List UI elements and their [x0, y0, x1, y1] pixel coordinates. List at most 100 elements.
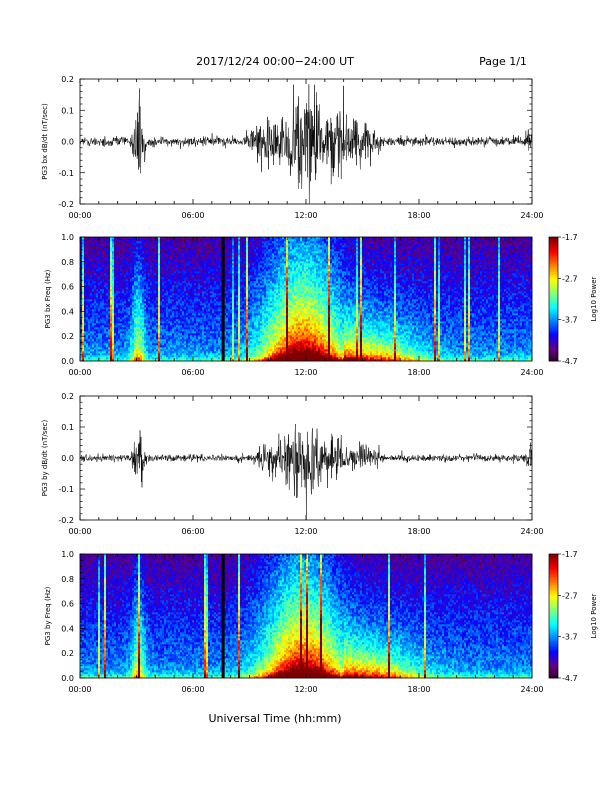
spectrogram-cell	[110, 241, 112, 243]
spectrogram-cell	[100, 353, 102, 355]
spectrogram-cell	[100, 243, 102, 245]
spectrogram-cell	[116, 307, 118, 309]
spectrogram-cell	[100, 343, 102, 345]
spectrogram-cell	[106, 347, 108, 349]
spectrogram-cell	[94, 261, 96, 263]
spectrogram-cell	[106, 295, 108, 297]
spectrogram-cell	[106, 255, 108, 257]
spectrogram-cell	[98, 313, 100, 315]
spectrogram-cell	[108, 311, 110, 313]
spectrogram-cell	[94, 241, 96, 243]
spectrogram-cell	[84, 267, 86, 269]
spectrogram-cell	[104, 249, 106, 251]
spectrogram-cell	[102, 293, 104, 295]
spectrogram-cell	[86, 283, 88, 285]
spectrogram-cell	[84, 297, 86, 299]
spectrogram-cell	[82, 301, 84, 303]
spectrogram-cell	[94, 293, 96, 295]
spectrogram-cell	[108, 351, 110, 353]
spectrogram-cell	[112, 333, 114, 335]
spectrogram-cell	[114, 353, 116, 355]
spectrogram-cell	[114, 245, 116, 247]
spectrogram-cell	[98, 271, 100, 273]
spectrogram-cell	[106, 243, 108, 245]
spectrogram-cell	[86, 287, 88, 289]
spectrogram-cell	[82, 331, 84, 333]
spectrogram-cell	[112, 277, 114, 279]
spectrogram-cell	[118, 357, 120, 359]
spectrogram-cell	[116, 343, 118, 345]
spectrogram-cell	[100, 341, 102, 343]
spectrogram-cell	[90, 327, 92, 329]
spectrogram-cell	[84, 281, 86, 283]
spectrogram-cell	[120, 281, 122, 283]
spectrogram-cell	[98, 343, 100, 345]
spectrogram-cell	[114, 271, 116, 273]
spectrogram-cell	[88, 249, 90, 251]
spectrogram-cell	[96, 333, 98, 335]
spectrogram-cell	[98, 257, 100, 259]
spectrogram-cell	[90, 261, 92, 263]
spectrogram-cell	[104, 343, 106, 345]
spectrogram-cell	[88, 305, 90, 307]
spectrogram-cell	[118, 261, 120, 263]
spectrogram-cell	[86, 285, 88, 287]
spectrogram-cell	[92, 297, 94, 299]
spectrogram-cell	[114, 257, 116, 259]
spectrogram-cell	[88, 247, 90, 249]
spectrogram-cell	[116, 353, 118, 355]
spectrogram-cell	[104, 253, 106, 255]
spectrogram-cell	[90, 263, 92, 265]
spectrogram-cell	[92, 347, 94, 349]
spectrogram-cell	[102, 307, 104, 309]
spectrogram-cell	[90, 333, 92, 335]
spectrogram-cell	[90, 339, 92, 341]
spectrogram-cell	[94, 319, 96, 321]
spectrogram-cell	[106, 309, 108, 311]
spectrogram-cell	[110, 297, 112, 299]
spectrogram-cell	[86, 265, 88, 267]
spectrogram-cell	[102, 321, 104, 323]
spectrogram-cell	[88, 353, 90, 355]
spectrogram-cell	[110, 323, 112, 325]
spectrogram-cell	[120, 279, 122, 281]
spectrogram-cell	[104, 335, 106, 337]
spectrogram-cell	[114, 309, 116, 311]
spectrogram-cell	[100, 347, 102, 349]
spectrogram-cell	[108, 245, 110, 247]
spectrogram-cell	[90, 243, 92, 245]
spectrogram-cell	[114, 295, 116, 297]
spectrogram-cell	[100, 257, 102, 259]
spectrogram-cell	[102, 251, 104, 253]
spectrogram-cell	[104, 261, 106, 263]
spectrogram-cell	[108, 319, 110, 321]
spectrogram-cell	[118, 249, 120, 251]
spectrogram-cell	[86, 241, 88, 243]
spectrogram-cell	[88, 255, 90, 257]
spectrogram-cell	[96, 317, 98, 319]
spectrogram-cell	[114, 345, 116, 347]
spectrogram-cell	[104, 283, 106, 285]
spectrogram-cell	[106, 313, 108, 315]
spectrogram-cell	[82, 277, 84, 279]
spectrogram-cell	[110, 281, 112, 283]
spectrogram-cell	[94, 325, 96, 327]
spectrogram-cell	[96, 357, 98, 359]
spectrogram-cell	[120, 323, 122, 325]
spectrogram-cell	[90, 357, 92, 359]
spectrogram-cell	[86, 329, 88, 331]
spectrogram-cell	[88, 287, 90, 289]
spectrogram-cell	[96, 351, 98, 353]
spectrogram-cell	[82, 345, 84, 347]
spectrogram-cell	[116, 263, 118, 265]
spectrogram-cell	[118, 319, 120, 321]
spectrogram-cell	[120, 329, 122, 331]
spectrogram-cell	[96, 263, 98, 265]
spectrogram-cell	[102, 311, 104, 313]
spectrogram-cell	[108, 257, 110, 259]
spectrogram-cell	[118, 281, 120, 283]
spectrogram-cell	[90, 337, 92, 339]
spectrogram-cell	[110, 259, 112, 261]
spectrogram-cell	[108, 327, 110, 329]
spectrogram-cell	[106, 303, 108, 305]
